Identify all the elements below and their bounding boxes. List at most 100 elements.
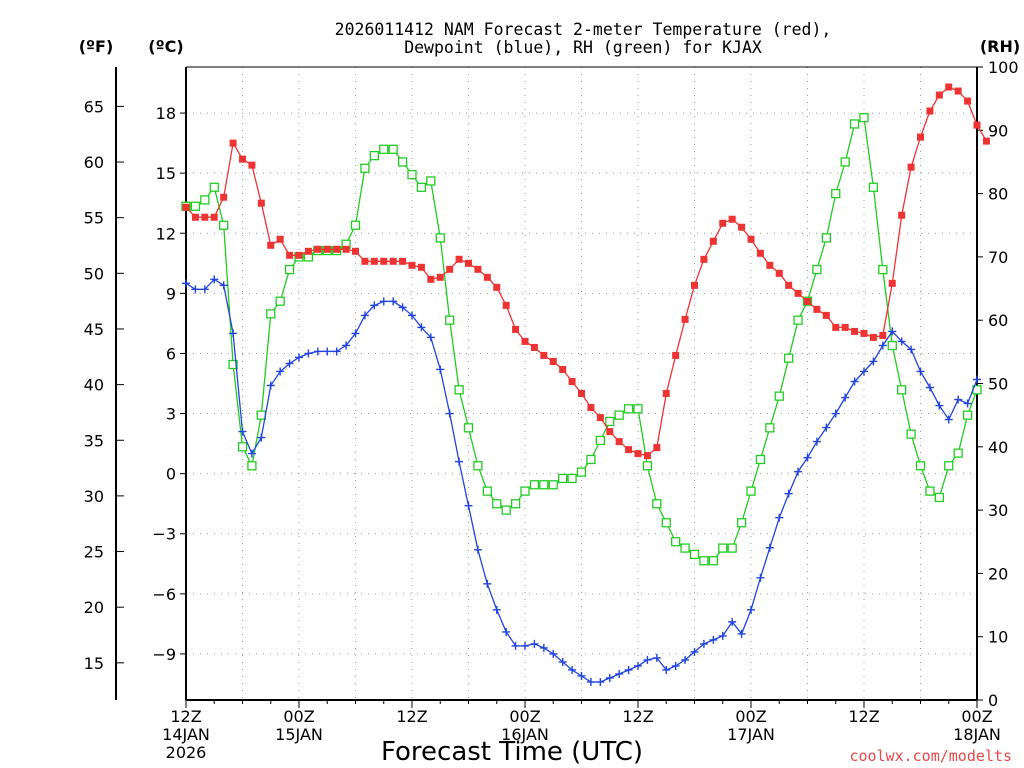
dewpoint-point — [652, 653, 661, 662]
rh-point — [284, 264, 295, 275]
temperature-point — [907, 163, 915, 171]
rh-point — [463, 423, 474, 433]
rh-point — [661, 518, 671, 528]
rh-point — [642, 461, 653, 471]
temperature-series — [182, 83, 990, 460]
temperature-point — [898, 211, 906, 219]
temperature-point — [606, 428, 614, 436]
rh-point — [350, 220, 361, 230]
x-axis-title: Forecast Time (UTC) — [381, 737, 643, 767]
dewpoint-point — [182, 279, 190, 288]
temperature-point — [879, 331, 887, 339]
temperature-point — [182, 203, 190, 211]
rh-point — [812, 264, 822, 275]
dewpoint-point — [822, 423, 831, 432]
credit-text: coolwx.com/modelts — [849, 747, 1012, 765]
time-tick-date: 14JAN — [162, 725, 210, 744]
rh-point — [454, 385, 464, 395]
temperature-point — [295, 251, 303, 259]
rh-point — [765, 423, 775, 433]
temperature-point — [220, 193, 228, 201]
axes — [115, 66, 983, 708]
rh-point — [906, 429, 916, 439]
rh-point — [567, 473, 577, 484]
temperature-point — [785, 281, 793, 289]
dewpoint-point — [191, 285, 200, 294]
dewpoint-point — [247, 449, 256, 458]
temperature-point — [314, 245, 322, 253]
dewpoint-point — [257, 433, 266, 442]
dewpoint-point — [351, 329, 360, 338]
rh-point — [200, 195, 210, 205]
rh-point — [887, 340, 897, 351]
dewpoint-point — [963, 399, 972, 408]
rh-point — [746, 486, 756, 496]
dewpoint-point — [869, 357, 878, 366]
temperature-point — [888, 279, 896, 287]
temperature-point — [342, 245, 350, 253]
celsius-tick-label: 0 — [166, 465, 176, 484]
rh-point — [953, 448, 963, 458]
rh-point — [510, 499, 521, 509]
dewpoint-point — [944, 415, 953, 424]
temperature-point — [361, 257, 369, 265]
dewpoint-point — [662, 665, 671, 674]
temperature-point — [455, 255, 463, 263]
time-tick-date: 18JAN — [953, 725, 1001, 744]
dewpoint-point — [671, 661, 680, 670]
celsius-tick-label: 12 — [156, 224, 176, 243]
grid-lines — [186, 67, 977, 700]
celsius-tick-label: −9 — [152, 645, 176, 664]
rh-point — [671, 537, 681, 547]
temperature-point — [267, 241, 275, 249]
dewpoint-point — [737, 629, 746, 638]
temperature-point — [568, 377, 576, 385]
dewpoint-point — [238, 427, 247, 436]
temperature-point — [549, 357, 557, 365]
temperature-point — [662, 390, 670, 398]
temperature-point — [521, 337, 529, 345]
time-tick-year: 2026 — [166, 743, 207, 762]
temperature-point — [502, 301, 510, 309]
temperature-point — [964, 97, 972, 105]
fahrenheit-tick-label: 55 — [84, 209, 104, 228]
temperature-point — [813, 305, 821, 313]
rh-point — [605, 416, 615, 427]
rh-point — [736, 518, 747, 528]
dewpoint-series — [182, 275, 981, 686]
dewpoint-point — [888, 327, 897, 336]
rh-point — [247, 461, 257, 471]
time-tick-label: 00Z — [735, 707, 766, 726]
temperature-point — [276, 235, 284, 243]
rh-point — [237, 442, 248, 452]
temperature-point — [380, 257, 388, 265]
dewpoint-point — [831, 409, 840, 418]
rh-point — [501, 505, 511, 515]
dewpoint-point — [577, 671, 586, 680]
rh-point — [482, 486, 492, 496]
dewpoint-point — [408, 311, 416, 320]
dewpoint-point — [483, 579, 492, 588]
dewpoint-point — [718, 631, 727, 640]
dewpoint-point — [200, 285, 209, 294]
temperature-point — [201, 213, 209, 221]
rh-tick-label: 10 — [988, 628, 1008, 647]
rh-point — [821, 233, 831, 243]
dewpoint-point — [539, 643, 548, 652]
dewpoint-point — [954, 395, 963, 404]
dewpoint-point — [398, 303, 407, 312]
temperature-point — [512, 325, 520, 333]
dewpoint-point — [276, 367, 285, 376]
chart-title-line2: Dewpoint (blue), RH (green) for KJAX — [404, 38, 762, 57]
temperature-point — [822, 311, 830, 319]
rh-point — [614, 410, 624, 420]
temperature-point — [530, 343, 538, 351]
dewpoint-point — [521, 641, 529, 650]
dewpoint-point — [445, 409, 454, 418]
time-tick-label: 12Z — [848, 707, 879, 726]
fahrenheit-tick-label: 25 — [84, 543, 104, 562]
temperature-point — [286, 251, 294, 259]
temperature-point — [399, 257, 407, 265]
dewpoint-point — [897, 337, 906, 346]
rh-point — [520, 486, 530, 496]
